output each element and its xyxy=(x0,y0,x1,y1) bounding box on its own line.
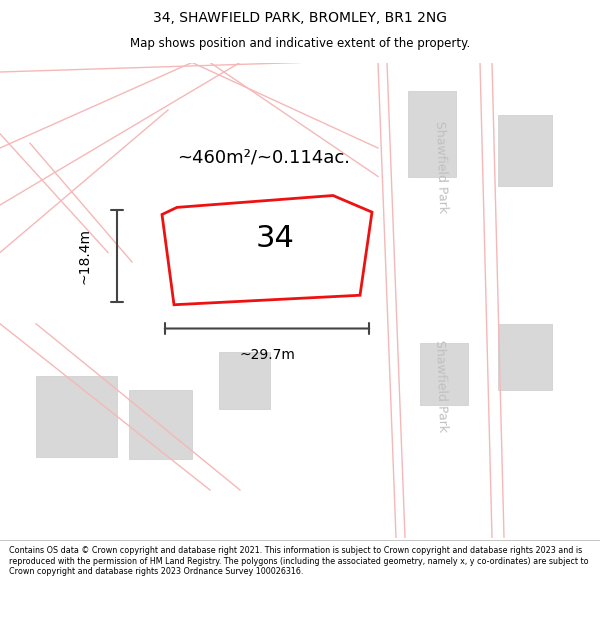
Polygon shape xyxy=(420,342,468,404)
Polygon shape xyxy=(219,352,270,409)
Polygon shape xyxy=(129,390,192,459)
Text: ~18.4m: ~18.4m xyxy=(77,228,91,284)
Polygon shape xyxy=(162,196,372,305)
Text: Contains OS data © Crown copyright and database right 2021. This information is : Contains OS data © Crown copyright and d… xyxy=(9,546,589,576)
Text: Map shows position and indicative extent of the property.: Map shows position and indicative extent… xyxy=(130,38,470,50)
Text: ~460m²/~0.114ac.: ~460m²/~0.114ac. xyxy=(178,149,350,166)
Polygon shape xyxy=(498,115,552,186)
Text: 34: 34 xyxy=(256,224,295,253)
Polygon shape xyxy=(408,91,456,176)
Text: Shawfield Park: Shawfield Park xyxy=(433,339,449,432)
Text: ~29.7m: ~29.7m xyxy=(239,348,295,362)
Polygon shape xyxy=(219,205,270,295)
Polygon shape xyxy=(498,324,552,390)
Text: 34, SHAWFIELD PARK, BROMLEY, BR1 2NG: 34, SHAWFIELD PARK, BROMLEY, BR1 2NG xyxy=(153,11,447,24)
Polygon shape xyxy=(36,376,117,457)
Text: Shawfield Park: Shawfield Park xyxy=(433,121,449,213)
